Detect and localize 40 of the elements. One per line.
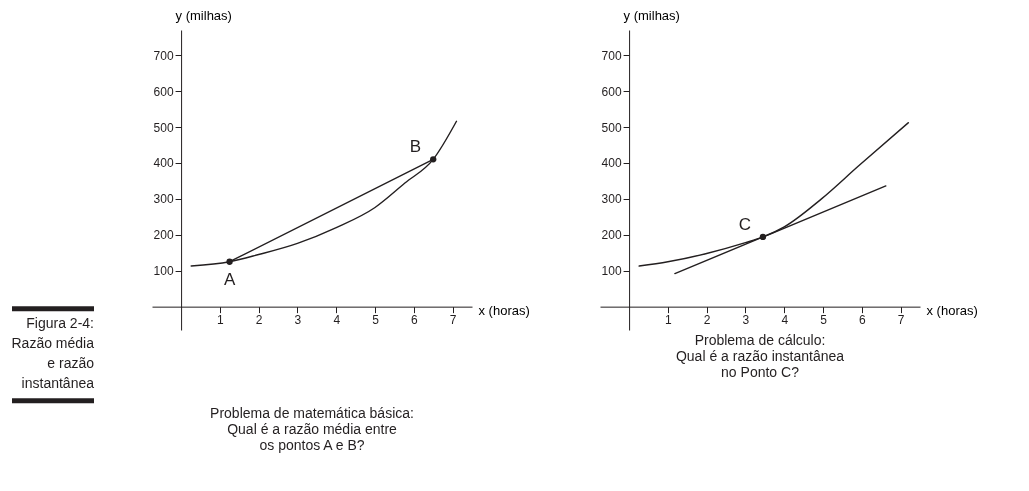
x-tick-label: 7 <box>897 313 905 328</box>
x-tick-label: 7 <box>449 313 457 328</box>
y-tick-label: 400 <box>601 156 622 171</box>
annotation: B <box>409 137 422 157</box>
x-axis-title: x (horas) <box>478 303 530 319</box>
y-tick-label: 200 <box>601 228 622 243</box>
x-tick-label: 4 <box>333 313 341 328</box>
x-axis-title: x (horas) <box>926 303 978 319</box>
x-tick-label: 1 <box>217 313 225 328</box>
x-tick-label: 6 <box>858 313 866 328</box>
annotation: C <box>738 214 751 234</box>
x-tick-label: 5 <box>372 313 380 328</box>
text: Qual é a razão média entre os pontos A e B? <box>227 421 398 454</box>
y-tick-label: 500 <box>153 120 174 135</box>
text: Problema de matemática básica: <box>210 405 414 422</box>
annotation: A <box>223 269 236 289</box>
y-tick-label: 500 <box>601 120 622 135</box>
x-tick-label: 5 <box>820 313 828 328</box>
x-tick-label: 3 <box>742 313 750 328</box>
text: Figura 2-4: Razão média e razão instantânea <box>11 314 95 391</box>
x-tick-label: 2 <box>703 313 711 328</box>
x-tick-label: 3 <box>294 313 302 328</box>
x-tick-label: 2 <box>255 313 263 328</box>
y-axis-title: y (milhas) <box>175 7 232 23</box>
y-tick-label: 300 <box>153 192 174 207</box>
y-tick-label: 400 <box>153 156 174 171</box>
text: Problema de cálculo: <box>694 332 826 348</box>
y-tick-label: 300 <box>601 192 622 207</box>
x-tick-label: 6 <box>410 313 418 328</box>
text: Qual é a razão instantânea no Ponto C? <box>675 348 845 380</box>
y-tick-label: 100 <box>153 264 174 279</box>
y-tick-label: 700 <box>153 48 174 63</box>
y-axis-title: y (milhas) <box>623 7 680 23</box>
y-tick-label: 100 <box>601 264 622 279</box>
x-tick-label: 1 <box>665 313 673 328</box>
y-tick-label: 600 <box>153 84 174 99</box>
y-tick-label: 600 <box>601 84 622 99</box>
x-tick-label: 4 <box>781 313 789 328</box>
y-tick-label: 700 <box>601 48 622 63</box>
y-tick-label: 200 <box>153 228 174 243</box>
